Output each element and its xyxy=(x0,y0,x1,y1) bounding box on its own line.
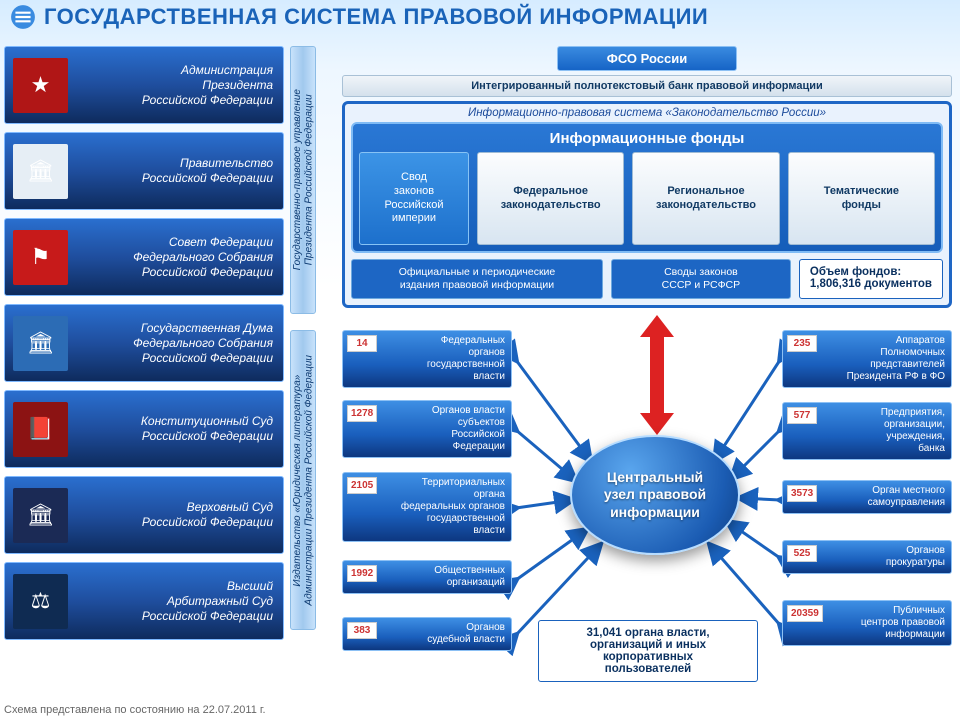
stat-statL-1: 1278Органов властисубъектовРоссийскойФед… xyxy=(342,400,512,458)
gov-label: АдминистрацияПрезидентаРоссийской Федера… xyxy=(76,63,283,108)
chip-publications: Официальные и периодическиеиздания право… xyxy=(351,259,603,299)
system-box: Информационно-правовая система «Законода… xyxy=(342,101,952,308)
gov-thumb: ⚖ xyxy=(13,574,68,629)
stat-badge: 1992 xyxy=(347,565,377,582)
stat-statL-3: 1992Общественныхорганизаций xyxy=(342,560,512,594)
header-icon xyxy=(10,4,36,30)
fso-box: ФСО России xyxy=(557,46,737,71)
pill-1: Региональноезаконодательство xyxy=(632,152,779,245)
stat-statR-0: 235АппаратовПолномочныхпредставителейПре… xyxy=(782,330,952,388)
bank-box: Интегрированный полнотекстовый банк прав… xyxy=(342,75,952,97)
gov-thumb: 🏛 xyxy=(13,144,68,199)
gov-label: ПравительствоРоссийской Федерации xyxy=(76,156,283,186)
pill-0: Федеральноезаконодательство xyxy=(477,152,624,245)
summary-box: 31,041 органа власти,организаций и иныхк… xyxy=(538,620,758,682)
stat-badge: 383 xyxy=(347,622,377,639)
stat-text: Предприятия,организации,учреждения,банка xyxy=(821,403,951,459)
gov-item-3[interactable]: 🏛Государственная ДумаФедерального Собран… xyxy=(4,304,284,382)
gov-item-5[interactable]: 🏛 Верховный СудРоссийской Федерации xyxy=(4,476,284,554)
sidetab-publisher: Издательство «Юридическая литература»Адм… xyxy=(290,330,316,630)
stat-statR-2: 3573Орган местногосамоуправления xyxy=(782,480,952,514)
stat-statL-0: 14Федеральныхоргановгосударственнойвласт… xyxy=(342,330,512,388)
top-panel: ФСО России Интегрированный полнотекстовы… xyxy=(342,46,952,308)
gov-item-2[interactable]: ⚑Совет ФедерацииФедерального СобранияРос… xyxy=(4,218,284,296)
vertical-double-arrow xyxy=(640,315,674,435)
gov-item-0[interactable]: ★АдминистрацияПрезидентаРоссийской Федер… xyxy=(4,46,284,124)
system-title: Информационно-правовая система «Законода… xyxy=(351,107,943,119)
stat-badge: 20359 xyxy=(787,605,823,622)
pills-row: ФедеральноезаконодательствоРегиональноез… xyxy=(477,152,935,245)
gov-label: Конституционный СудРоссийской Федерации xyxy=(76,414,283,444)
hub-node: Центральныйузел правовойинформации xyxy=(570,435,740,555)
stat-text: Федеральныхоргановгосударственнойвласти xyxy=(381,331,511,387)
gov-label: Совет ФедерацииФедерального СобранияРосс… xyxy=(76,235,283,280)
gov-thumb: 🏛 xyxy=(13,316,68,371)
stat-text: Публичныхцентров правовойинформации xyxy=(827,601,951,645)
stat-statR-3: 525Органовпрокуратуры xyxy=(782,540,952,574)
gov-item-4[interactable]: 📕 Конституционный СудРоссийской Федерации xyxy=(4,390,284,468)
page-header: ГОСУДАРСТВЕННАЯ СИСТЕМА ПРАВОВОЙ ИНФОРМА… xyxy=(0,0,960,36)
stat-badge: 577 xyxy=(787,407,817,424)
gov-thumb: 📕 xyxy=(13,402,68,457)
gov-label: ВысшийАрбитражный СудРоссийской Федераци… xyxy=(76,579,283,624)
gov-item-6[interactable]: ⚖ВысшийАрбитражный СудРоссийской Федерац… xyxy=(4,562,284,640)
stat-badge: 14 xyxy=(347,335,377,352)
stat-badge: 2105 xyxy=(347,477,377,494)
chip-codes: Своды законовСССР и РСФСР xyxy=(611,259,791,299)
gov-thumb: 🏛 xyxy=(13,488,68,543)
inner-panel: Информационные фонды СводзаконовРоссийск… xyxy=(351,122,943,253)
stat-badge: 235 xyxy=(787,335,817,352)
gov-item-1[interactable]: 🏛 ПравительствоРоссийской Федерации xyxy=(4,132,284,210)
stat-text: Органовпрокуратуры xyxy=(821,541,951,573)
stat-badge: 1278 xyxy=(347,405,377,422)
page-root: ГОСУДАРСТВЕННАЯ СИСТЕМА ПРАВОВОЙ ИНФОРМА… xyxy=(0,0,960,720)
stat-badge: 3573 xyxy=(787,485,817,502)
stat-text: Территориальныхорганафедеральных органов… xyxy=(381,473,511,541)
sidetab-legal-dept: Государственно-правовое управлениеПрезид… xyxy=(290,46,316,314)
stat-statL-2: 2105Территориальныхорганафедеральных орг… xyxy=(342,472,512,542)
stat-text: Органовсудебной власти xyxy=(381,618,511,650)
stat-badge: 525 xyxy=(787,545,817,562)
pill-2: Тематическиефонды xyxy=(788,152,935,245)
stat-text: Орган местногосамоуправления xyxy=(821,481,951,513)
stat-text: АппаратовПолномочныхпредставителейПрезид… xyxy=(821,331,951,387)
stat-text: Общественныхорганизаций xyxy=(381,561,511,593)
gov-thumb: ★ xyxy=(13,58,68,113)
stat-statR-4: 20359Публичныхцентров правовойинформации xyxy=(782,600,952,646)
inner-title: Информационные фонды xyxy=(359,130,935,147)
stat-statL-4: 383Органовсудебной власти xyxy=(342,617,512,651)
volume-box: Объем фондов: 1,806,316 документов xyxy=(799,259,943,299)
svod-box: СводзаконовРоссийскойимперии xyxy=(359,152,469,245)
stat-text: Органов властисубъектовРоссийскойФедерац… xyxy=(381,401,511,457)
gov-thumb: ⚑ xyxy=(13,230,68,285)
stat-statR-1: 577Предприятия,организации,учреждения,ба… xyxy=(782,402,952,460)
gov-column: ★АдминистрацияПрезидентаРоссийской Федер… xyxy=(4,46,284,648)
footer-note: Схема представлена по состоянию на 22.07… xyxy=(4,704,266,716)
page-title: ГОСУДАРСТВЕННАЯ СИСТЕМА ПРАВОВОЙ ИНФОРМА… xyxy=(44,4,708,30)
gov-label: Государственная ДумаФедерального Собрани… xyxy=(76,321,283,366)
gov-label: Верховный СудРоссийской Федерации xyxy=(76,500,283,530)
